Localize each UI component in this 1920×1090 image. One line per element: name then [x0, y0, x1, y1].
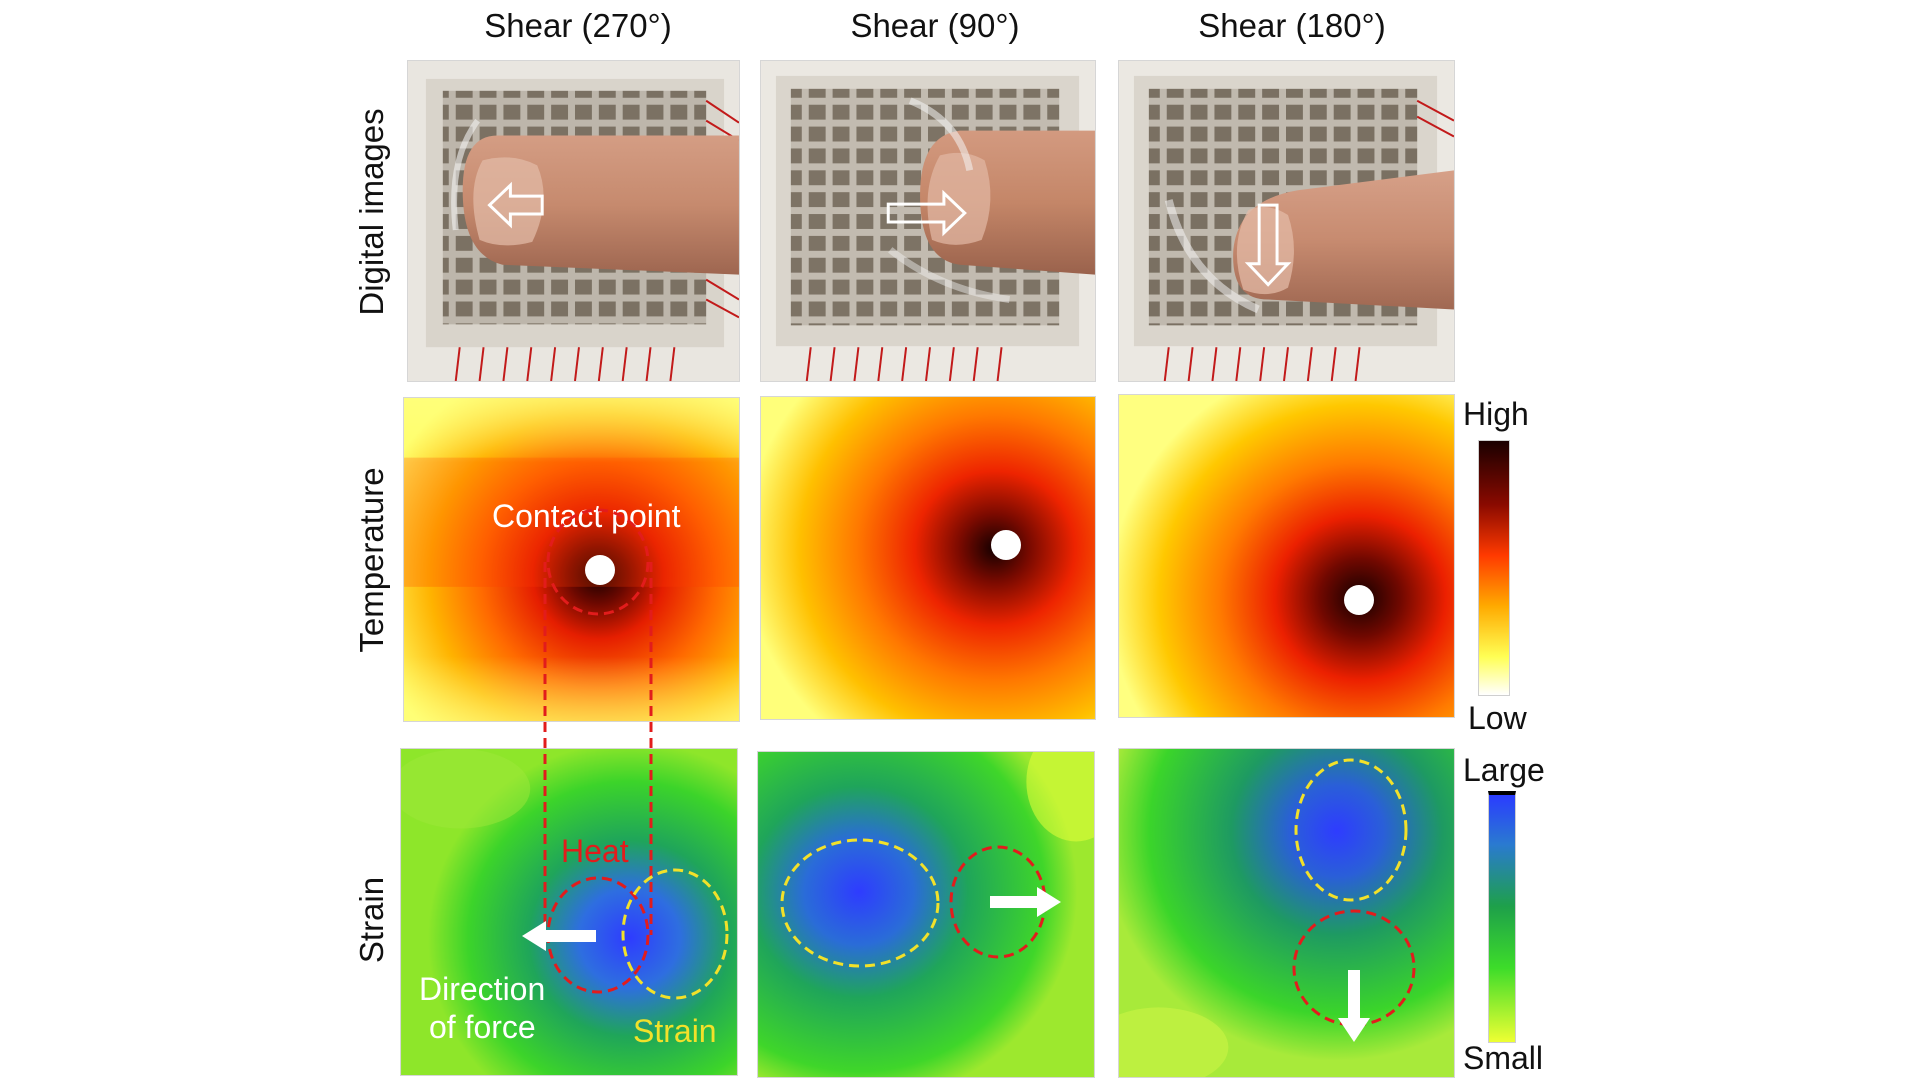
temperature-heatmap-180	[1119, 395, 1454, 717]
temperature-colorbar	[1478, 440, 1510, 696]
row-label-strain: Strain	[353, 876, 390, 964]
row-label-temperature: Temperature	[353, 467, 390, 653]
strain-heatmap-180	[1119, 749, 1454, 1077]
row-label-digital-images: Digital images	[353, 108, 390, 316]
strain-scale-large-label: Large	[1463, 752, 1545, 788]
strain-annotation-label: Strain	[633, 1013, 717, 1049]
digital-image-shear-270	[407, 60, 740, 382]
strain-map-shear-270: Direction of force Strain Heat	[400, 748, 738, 1076]
strain-heatmap-90	[758, 752, 1094, 1077]
contact-point-label: Contact point	[492, 498, 681, 534]
digital-image-shear-90	[760, 60, 1096, 382]
strain-scale-small-label: Small	[1463, 1040, 1544, 1076]
temperature-heatmap-90	[761, 397, 1095, 719]
temperature-heatmap-270	[404, 398, 739, 721]
finger-photo-180	[1119, 61, 1454, 381]
strain-colorbar	[1488, 791, 1516, 1043]
strain-map-shear-180	[1118, 748, 1455, 1078]
finger-photo-90	[761, 61, 1095, 381]
strain-map-shear-90	[757, 751, 1095, 1078]
heat-annotation-label: Heat	[561, 833, 629, 869]
column-title-shear-180: Shear (180°)	[1198, 7, 1386, 44]
temperature-scale-high-label: High	[1463, 396, 1529, 432]
temperature-map-shear-90	[760, 396, 1096, 720]
temperature-map-shear-180	[1118, 394, 1455, 718]
column-title-shear-90: Shear (90°)	[850, 7, 1020, 44]
direction-of-force-label-line1: Direction	[419, 971, 546, 1007]
finger-photo-270	[408, 61, 739, 381]
column-title-shear-270: Shear (270°)	[484, 7, 672, 44]
temperature-map-shear-270: Contact point	[403, 397, 740, 722]
digital-image-shear-180	[1118, 60, 1455, 382]
temperature-scale-low-label: Low	[1468, 700, 1527, 736]
direction-of-force-label-line2: of force	[429, 1009, 536, 1045]
